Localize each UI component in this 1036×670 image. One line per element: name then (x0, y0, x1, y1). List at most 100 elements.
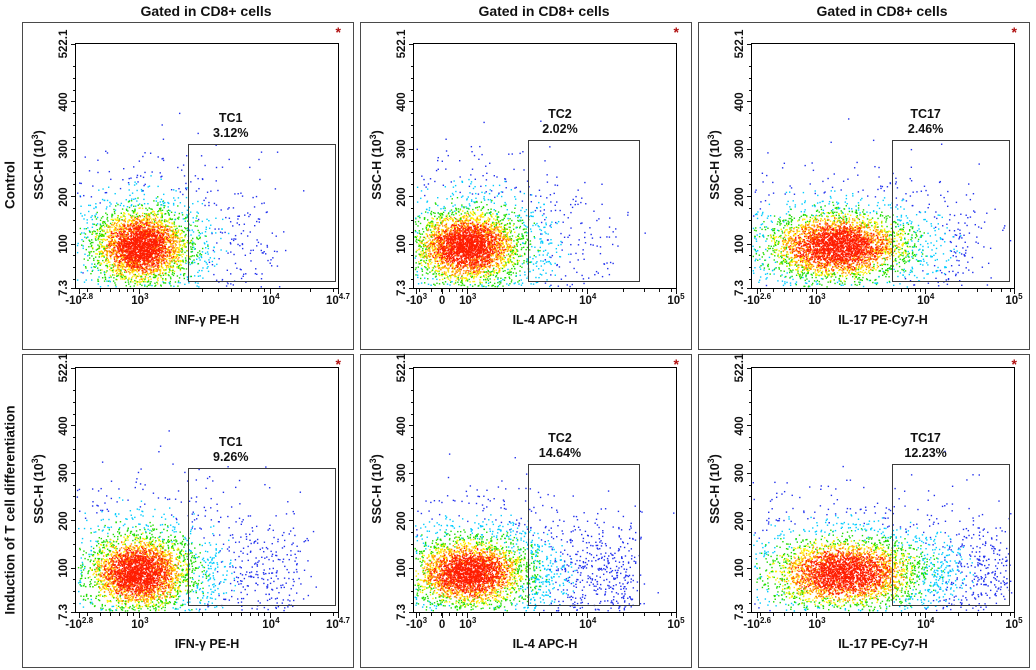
x-minor-tick-mark (503, 613, 505, 616)
y-tick-mark (70, 425, 75, 427)
x-minor-tick-mark (178, 289, 180, 292)
x-tick-label: 104 (579, 616, 597, 631)
x-minor-tick-mark (133, 289, 135, 292)
x-minor-tick-mark (914, 289, 916, 292)
x-minor-tick-mark (1009, 613, 1011, 616)
x-minor-tick-mark (455, 613, 457, 616)
x-minor-tick-mark (659, 289, 661, 292)
y-tick-mark (70, 148, 75, 150)
x-minor-tick-mark (799, 289, 801, 292)
y-minor-tick-mark (72, 267, 75, 269)
x-tick-sup: 4 (929, 292, 935, 302)
x-tick-label: 105 (667, 292, 685, 307)
x-minor-tick-mark (908, 613, 910, 616)
y-minor-tick-mark (748, 125, 751, 127)
x-tick-mark (78, 289, 80, 294)
y-axis-title: SSC-H (103) (30, 454, 46, 523)
x-minor-tick-mark (868, 613, 870, 616)
y-tick-mark (746, 196, 751, 198)
x-tick-base: 10 (1005, 619, 1019, 631)
x-minor-tick-mark (892, 613, 894, 616)
y-tick-mark (408, 367, 413, 369)
x-minor-tick-mark (914, 613, 916, 616)
x-tick-label: 103 (131, 293, 148, 307)
y-minor-tick-mark (748, 496, 751, 498)
gate-label: TC17 2.46% (908, 107, 943, 137)
x-tick-mark (756, 613, 758, 618)
x-minor-tick-mark (849, 289, 851, 292)
x-minor-tick-mark (87, 289, 89, 292)
x-tick-base: 10 (579, 295, 592, 307)
y-minor-tick-mark (410, 401, 413, 403)
significance-asterisk: * (673, 24, 679, 40)
x-tick-label: 0 (439, 619, 445, 631)
y-tick-label: 200 (396, 511, 408, 531)
x-tick-sup: 2.6 (759, 292, 772, 302)
x-tick-label: -102.8 (65, 617, 93, 631)
y-minor-tick-mark (748, 508, 751, 510)
x-minor-tick-mark (110, 613, 112, 616)
x-axis-title: IFN-γ PE-H (174, 637, 240, 651)
y-minor-tick-mark (72, 496, 75, 498)
x-minor-tick-mark (920, 289, 922, 292)
x-minor-tick-mark (201, 613, 203, 616)
x-tick-sup: 5 (680, 292, 685, 302)
scatter-canvas (414, 44, 676, 288)
x-tick-base: 10 (131, 295, 145, 307)
y-axis-title-post: ) (708, 130, 722, 135)
x-tick-mark (925, 289, 927, 294)
y-minor-tick-mark (410, 389, 413, 391)
x-minor-tick-mark (539, 289, 541, 292)
y-minor-tick-mark (72, 255, 75, 257)
x-minor-tick-mark (868, 289, 870, 292)
y-axis-title: SSC-H (103) (368, 130, 384, 199)
y-minor-tick-mark (72, 579, 75, 581)
x-minor-tick-mark (977, 289, 979, 292)
x-minor-tick-mark (448, 289, 450, 292)
y-minor-tick-mark (748, 267, 751, 269)
x-minor-tick-mark (568, 613, 570, 616)
x-minor-tick-mark (440, 613, 442, 616)
x-minor-tick-mark (419, 289, 421, 292)
y-tick-label: 400 (58, 416, 70, 436)
y-minor-tick-mark (72, 508, 75, 510)
y-tick-label: 200 (734, 511, 746, 531)
x-tick-sup: 4 (275, 616, 280, 626)
y-minor-tick-mark (72, 89, 75, 91)
y-tick-label: 522.1 (396, 29, 408, 59)
y-tick-label: 200 (58, 187, 70, 207)
y-minor-tick-mark (72, 413, 75, 415)
y-minor-tick-mark (72, 172, 75, 174)
x-tick-sup: 4 (591, 616, 597, 626)
y-tick-mark (746, 101, 751, 103)
x-tick-label: -103 (406, 293, 427, 307)
x-axis-title: INF-γ PE-H (174, 313, 240, 327)
y-minor-tick-mark (410, 184, 413, 186)
gate-percent: 2.02% (542, 121, 578, 136)
y-tick-mark (408, 243, 413, 245)
x-tick-sup: 4.7 (338, 616, 350, 626)
x-tick-label: 104 (917, 617, 934, 631)
x-minor-tick-mark (581, 613, 583, 616)
x-minor-tick-mark (309, 613, 311, 616)
x-minor-tick-mark (257, 613, 259, 616)
x-minor-tick-mark (431, 613, 433, 616)
y-axis-title-post: ) (32, 454, 46, 459)
x-minor-tick-mark (568, 289, 570, 292)
y-tick-mark (70, 101, 75, 103)
x-minor-tick-mark (901, 613, 903, 616)
x-tick-label: 103 (808, 617, 825, 631)
x-tick-label: 105 (667, 617, 684, 631)
y-axis-title-post: ) (370, 454, 384, 459)
x-tick-base: -10 (65, 295, 82, 307)
x-tick-mark (467, 289, 469, 294)
x-minor-tick-mark (99, 613, 101, 616)
y-minor-tick-mark (748, 579, 751, 581)
x-tick-mark (816, 613, 818, 618)
y-tick-mark (70, 287, 75, 289)
y-axis-title-sup: 3 (367, 458, 378, 464)
y-axis-title-text: SSC-H (10 (32, 139, 46, 200)
gate-percent: 2.46% (907, 122, 944, 137)
y-tick-label: 300 (734, 463, 746, 483)
x-minor-tick-mark (461, 289, 463, 292)
